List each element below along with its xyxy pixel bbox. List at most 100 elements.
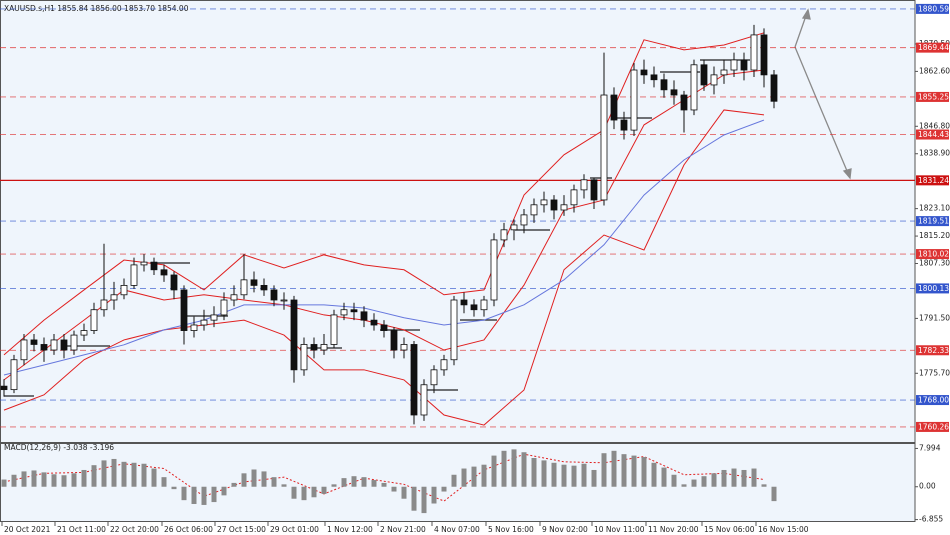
macd-bar — [441, 486, 447, 492]
macd-bar — [251, 469, 257, 487]
candle-body — [250, 279, 258, 286]
candle-body — [20, 339, 28, 361]
level-label-box — [916, 91, 949, 102]
macd-bar — [361, 477, 367, 487]
macd-bar — [271, 477, 277, 487]
candle-body — [580, 179, 588, 191]
macd-bar — [451, 474, 457, 487]
level-label-box — [916, 42, 949, 53]
candle-body — [520, 214, 528, 226]
x-tick-label: 11 Nov 20:00 — [648, 525, 699, 534]
x-tick-label: 5 Nov 16:00 — [488, 525, 534, 534]
y-tick-label: 1823.10 — [919, 204, 950, 213]
macd-bar — [301, 486, 307, 501]
candle-body — [290, 299, 298, 371]
candle-body — [60, 339, 68, 351]
macd-bar — [421, 486, 427, 514]
macd-bar — [151, 468, 157, 487]
macd-bar — [601, 453, 607, 487]
x-tick-label: 15 Nov 06:00 — [704, 525, 755, 534]
candle-body — [90, 309, 98, 331]
macd-bar — [161, 477, 167, 487]
macd-bar — [591, 469, 597, 487]
indicator-line — [3, 119, 765, 376]
candle-body — [470, 304, 478, 311]
level-label-box — [916, 129, 949, 140]
plot-background — [0, 0, 915, 522]
candle-body — [490, 239, 498, 301]
macd-bar — [281, 484, 287, 487]
candle-body — [190, 324, 198, 331]
candle-body — [770, 74, 778, 102]
candle-body — [140, 261, 148, 266]
level-label: 1880.59 — [918, 4, 949, 13]
candle-body — [50, 339, 58, 351]
candle-body — [430, 369, 438, 386]
candle-body — [400, 344, 408, 351]
macd-bar — [691, 479, 697, 487]
macd-bar — [631, 455, 637, 487]
indicator-line — [3, 453, 765, 502]
candle-body — [30, 339, 38, 345]
macd-bar — [531, 457, 537, 487]
candle-body — [560, 204, 568, 211]
macd-bar — [291, 486, 297, 499]
level-label: 1831.24 — [918, 176, 949, 185]
macd-bar — [91, 465, 97, 487]
macd-bar — [431, 486, 437, 504]
candle-body — [200, 319, 208, 326]
candle-body — [440, 359, 448, 371]
macd-bar — [311, 486, 317, 498]
level-label-box — [916, 249, 949, 260]
macd-bar — [551, 462, 557, 487]
macd-bar — [121, 461, 127, 487]
candle-body — [170, 274, 178, 291]
macd-bar — [11, 474, 17, 487]
candle-body — [340, 309, 348, 316]
candle-body — [380, 324, 388, 331]
candle-body — [680, 94, 688, 111]
macd-bar — [321, 486, 327, 494]
y-tick-label: -6.855 — [919, 515, 943, 524]
macd-bar — [51, 474, 57, 487]
macd-bar — [571, 465, 577, 487]
candle-body — [330, 314, 338, 345]
candle-body — [310, 344, 318, 351]
macd-bar — [501, 450, 507, 487]
macd-bar — [741, 469, 747, 487]
macd-bar — [21, 471, 27, 487]
x-tick-label: 16 Nov 15:00 — [758, 525, 809, 534]
level-label: 1760.26 — [918, 422, 949, 431]
x-tick-label: 26 Oct 06:00 — [164, 525, 213, 534]
level-label-box — [916, 175, 949, 186]
candle-body — [710, 74, 718, 86]
x-tick-label: 2 Nov 21:00 — [380, 525, 426, 534]
candle-body — [570, 189, 578, 206]
macd-bar — [521, 452, 527, 487]
candle-body — [360, 311, 368, 321]
macd-bar — [511, 449, 517, 487]
macd-bar — [131, 462, 137, 487]
x-tick-label: 21 Oct 11:00 — [57, 525, 106, 534]
macd-bar — [581, 463, 587, 487]
candle-body — [350, 309, 358, 313]
macd-bar — [391, 486, 397, 492]
candle-body — [480, 299, 488, 311]
candle-body — [410, 344, 418, 416]
y-tick-label: 1862.60 — [919, 66, 950, 75]
x-tick-label: 27 Oct 15:00 — [217, 525, 266, 534]
x-tick-label: 10 Nov 11:00 — [594, 525, 645, 534]
candle-body — [100, 299, 108, 311]
candle-body — [690, 64, 698, 111]
macd-bar — [731, 468, 737, 487]
candle-body — [110, 294, 118, 301]
y-tick-label: 1846.80 — [919, 121, 950, 130]
macd-bar — [651, 462, 657, 487]
candle-body — [620, 119, 628, 131]
macd-bar — [711, 473, 717, 487]
candle-body — [120, 285, 128, 296]
candle-body — [590, 179, 598, 201]
macd-bar — [261, 471, 267, 487]
macd-bar — [141, 463, 147, 487]
y-tick-label: 0.00 — [919, 482, 936, 491]
